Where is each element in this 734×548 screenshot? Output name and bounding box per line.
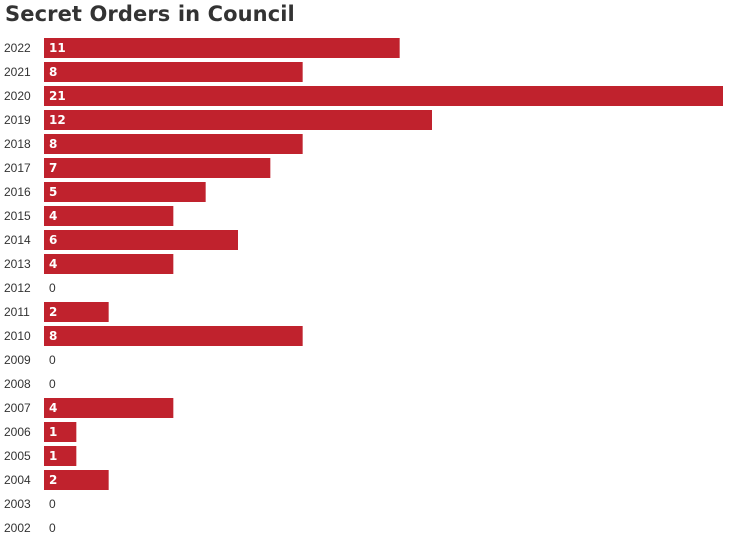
y-tick-label: 2013 [4,257,31,271]
chart-title: Secret Orders in Council [5,2,295,26]
bar [44,38,400,58]
data-label: 2 [49,305,57,319]
y-tick-label: 2006 [4,425,31,439]
data-label: 21 [49,89,66,103]
data-label: 1 [49,449,57,463]
data-label: 7 [49,161,57,175]
data-label: 0 [49,281,56,295]
y-tick-label: 2011 [4,305,30,319]
data-label: 11 [49,41,66,55]
y-tick-label: 2017 [4,161,31,175]
data-label: 8 [49,137,57,151]
data-label: 12 [49,113,66,127]
data-label: 4 [49,401,57,415]
bar [44,326,303,346]
y-tick-label: 2010 [4,329,31,343]
data-label: 0 [49,497,56,511]
bar [44,254,174,274]
data-label: 1 [49,425,57,439]
data-label: 4 [49,209,57,223]
bars-layer [44,38,723,490]
y-tick-label: 2003 [4,497,31,511]
y-tick-labels: 2022 2021 2020 2019 2018 2017 2016 2015 2014 2013… [4,41,31,535]
y-tick-label: 2008 [4,377,31,391]
y-tick-label: 2007 [4,401,31,415]
bar [44,158,271,178]
y-tick-label: 2009 [4,353,31,367]
data-label: 4 [49,257,57,271]
data-label: 8 [49,329,57,343]
y-tick-label: 2020 [4,89,31,103]
bar [44,302,109,322]
data-label: 0 [49,353,56,367]
bar [44,86,723,106]
data-label: 5 [49,185,57,199]
bar [44,182,206,202]
y-tick-label: 2016 [4,185,31,199]
bar [44,62,303,82]
y-tick-label: 2005 [4,449,31,463]
y-tick-label: 2021 [4,65,31,79]
bar [44,134,303,154]
data-label: 2 [49,473,57,487]
y-tick-label: 2014 [4,233,31,247]
data-label: 6 [49,233,57,247]
bar [44,446,77,466]
bar [44,230,238,250]
y-tick-label: 2019 [4,113,31,127]
data-label: 0 [49,377,56,391]
y-tick-label: 2012 [4,281,31,295]
data-label: 8 [49,65,57,79]
data-label: 0 [49,521,56,535]
y-tick-label: 2002 [4,521,31,535]
bar [44,422,77,442]
y-tick-label: 2015 [4,209,31,223]
bar [44,110,432,130]
y-tick-label: 2022 [4,41,31,55]
bar [44,470,109,490]
y-tick-label: 2018 [4,137,31,151]
bar [44,398,174,418]
y-tick-label: 2004 [4,473,31,487]
bar [44,206,174,226]
